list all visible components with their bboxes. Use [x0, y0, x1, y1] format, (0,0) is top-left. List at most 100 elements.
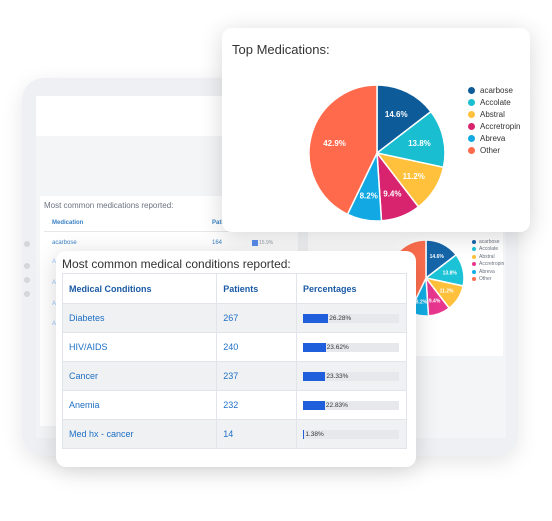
pie-data-label: 14.6% [385, 110, 408, 119]
percentage-cell: 26.28% [296, 303, 407, 333]
condition-name[interactable]: Diabetes [61, 303, 218, 333]
legend-dot-icon [472, 254, 476, 259]
legend-item-accretropin[interactable]: Accretropin [468, 120, 520, 132]
background-row-patients: 164 [212, 240, 223, 246]
background-pie-data-label: 8.2% [416, 300, 428, 306]
percentage-bar: 1.38% [303, 429, 399, 439]
background-section-title: Most common medications reported: [44, 201, 174, 210]
legend-item-other[interactable]: Other [468, 144, 520, 156]
legend-dot-icon [468, 86, 475, 94]
percentage-bar-fill [303, 429, 305, 439]
percentage-cell: 23.33% [296, 361, 407, 391]
background-row-stub: A [52, 321, 57, 327]
legend-dot-icon [468, 146, 475, 154]
percentage-cell: 23.62% [296, 332, 407, 362]
top-medications-pie-chart: 14.6% 13.8% 11.2%9.4% 8.2% 42.9% [308, 84, 446, 222]
background-column-patients: Patie [212, 220, 227, 226]
tablet-side-button-icon [24, 291, 30, 297]
table-row[interactable]: Anemia 232 22.83% [61, 390, 407, 420]
legend-item-acarbose[interactable]: acarbose [468, 84, 520, 96]
background-legend-item: acarbose [472, 238, 504, 246]
condition-name[interactable]: HIV/AIDS [61, 332, 218, 362]
background-legend-item: Abstral [472, 253, 504, 261]
column-header-patients[interactable]: Patients [216, 273, 297, 304]
patients-count: 267 [216, 303, 297, 333]
background-pie-data-label: 13.8% [443, 270, 458, 276]
background-legend-item: Accretropin [472, 261, 504, 269]
percentage-bar-fill [303, 371, 326, 381]
percentage-bar: 22.83% [303, 400, 399, 410]
table-row[interactable]: Diabetes 267 26.28% [61, 303, 407, 333]
background-row-pct: 15.9% [259, 240, 274, 246]
percentage-label: 23.62% [326, 343, 349, 351]
pie-data-label: 8.2% [360, 192, 378, 201]
top-medications-title: Top Medications: [232, 42, 330, 57]
legend-dot-icon [468, 122, 475, 130]
background-row-stub: A [52, 259, 57, 265]
legend-item-accolate[interactable]: Accolate [468, 96, 520, 108]
background-row-stub: A [52, 280, 57, 286]
percentage-label: 23.33% [326, 372, 349, 380]
patients-count: 14 [216, 419, 297, 449]
background-pie-data-label: 9.4% [429, 299, 441, 305]
legend-item-abreva[interactable]: Abreva [468, 132, 520, 144]
percentage-bar: 23.62% [303, 342, 399, 352]
background-row-bar [252, 240, 258, 246]
percentage-cell: 1.38% [296, 419, 407, 449]
table-row[interactable]: HIV/AIDS 240 23.62% [61, 332, 407, 362]
background-legend-item: Other [472, 276, 504, 284]
background-table-header [44, 216, 296, 232]
legend-dot-icon [468, 98, 475, 106]
background-row-medication: acarbose [52, 240, 77, 246]
legend-dot-icon [468, 110, 475, 118]
patients-count: 232 [216, 390, 297, 420]
pie-data-label: 13.8% [408, 139, 431, 148]
table-header-row: Medical Conditions Patients Percentages [61, 273, 407, 304]
top-medications-card: Top Medications: 14.6% 13.8% 11.2% 9.4% 8.2%… [222, 28, 530, 232]
legend-item-abstral[interactable]: Abstral [468, 108, 520, 120]
column-header-conditions[interactable]: Medical Conditions [61, 273, 218, 304]
patients-count: 237 [216, 361, 297, 391]
legend-dot-icon [468, 134, 475, 142]
legend-dot-icon [472, 262, 476, 267]
condition-name[interactable]: Cancer [61, 361, 218, 391]
background-column-medication: Medication [52, 220, 84, 226]
percentage-cell: 22.83% [296, 390, 407, 420]
table-row[interactable]: Cancer 237 23.33% [61, 361, 407, 391]
legend-dot-icon [472, 269, 476, 274]
percentage-label: 22.83% [325, 401, 348, 409]
column-header-percentages[interactable]: Percentages [296, 273, 407, 304]
pie-data-label: 9.4% [383, 190, 401, 199]
pie-legend: acarbose Accolate Abstral Accretropin Ab… [468, 84, 520, 156]
percentage-bar-fill [303, 342, 326, 352]
tablet-side-button-icon [24, 263, 30, 269]
percentage-bar-fill [303, 400, 325, 410]
pie-slice[interactable] [375, 110, 446, 169]
percentage-bar: 23.33% [303, 371, 399, 381]
tablet-side-button-icon [24, 277, 30, 283]
background-pie-data-label: 11.2% [440, 289, 454, 295]
percentage-label: 26.28% [329, 314, 352, 322]
pie-slice[interactable] [308, 84, 378, 216]
legend-dot-icon [472, 247, 476, 252]
pie-data-label: 11.2% [403, 172, 425, 181]
table-row[interactable]: Med hx - cancer 14 1.38% [61, 419, 407, 449]
percentage-bar-fill [303, 313, 329, 323]
background-pie-data-label: 14.6% [430, 254, 445, 260]
percentage-bar: 26.28% [303, 313, 399, 323]
background-row-stub: A [52, 301, 57, 307]
condition-name[interactable]: Med hx - cancer [61, 419, 218, 449]
background-legend-item: Abreva [472, 268, 504, 276]
percentage-label: 1.38% [305, 430, 324, 438]
pie-slice[interactable] [376, 84, 433, 155]
background-legend-item: Accolate [472, 246, 504, 254]
tablet-side-button-icon [24, 241, 30, 247]
medical-conditions-card: Most common medical conditions reported:… [56, 251, 416, 467]
pie-data-label: 42.9% [323, 139, 346, 148]
medical-conditions-title: Most common medical conditions reported: [62, 257, 291, 271]
legend-dot-icon [472, 239, 476, 244]
legend-dot-icon [472, 277, 476, 282]
condition-name[interactable]: Anemia [61, 390, 218, 420]
background-pie-legend: acarbose Accolate Abstral Accretropin Ab… [472, 238, 504, 283]
medical-conditions-table: Medical Conditions Patients Percentages … [61, 273, 407, 449]
